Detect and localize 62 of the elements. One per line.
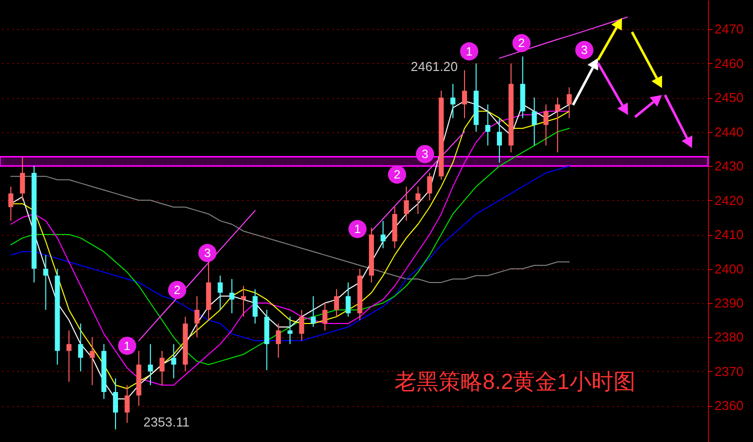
line-series	[370, 131, 466, 232]
candlestick	[252, 288, 258, 324]
candlestick	[229, 278, 234, 314]
y-tick-label: 2440	[714, 124, 744, 140]
y-tick-label: 2390	[714, 296, 744, 310]
candlestick	[160, 350, 165, 386]
annotation: 1	[124, 338, 131, 353]
candlestick	[427, 172, 432, 201]
candlestick	[148, 344, 153, 386]
text: 老黑策略8.2黄金1小时图	[394, 369, 636, 394]
candlestick	[462, 70, 468, 119]
candlestick	[194, 296, 200, 338]
annotation: 2461.20	[410, 59, 458, 74]
candlestick	[450, 83, 456, 119]
annotation: 2	[518, 36, 526, 50]
candlestick	[78, 323, 84, 372]
candlestick	[555, 97, 560, 153]
annotation: 3	[580, 42, 588, 57]
candlestick	[20, 156, 25, 201]
annotation: 3	[422, 147, 429, 162]
annotation: 2353.11	[143, 414, 190, 430]
candlestick	[299, 309, 304, 342]
candlestick	[113, 378, 118, 430]
candlestick	[496, 118, 502, 164]
y-tick-label: 2410	[714, 227, 744, 242]
line-series	[138, 210, 256, 342]
annotation: 1	[466, 44, 473, 58]
y-tick-label: 2430	[714, 158, 744, 174]
candlestick	[90, 336, 95, 386]
candlestick	[485, 104, 490, 146]
y-tick-label: 2370	[714, 364, 744, 379]
annotation: 1	[354, 222, 362, 236]
candlestick	[566, 86, 572, 119]
y-tick-label: 2470	[714, 22, 744, 37]
y-tick-label: 2420	[714, 192, 744, 208]
candlestick	[415, 186, 420, 214]
candlestick	[310, 296, 316, 328]
candlestick	[543, 104, 548, 146]
y-tick-label: 2400	[714, 261, 744, 276]
annotation: 2	[174, 282, 181, 297]
candlestick	[218, 275, 223, 310]
candlestick	[404, 186, 409, 222]
candlestick	[171, 344, 176, 379]
y-tick-label: 2360	[714, 398, 744, 414]
candlestick	[8, 186, 14, 222]
candlestick	[346, 282, 351, 318]
annotation: 3	[204, 246, 212, 260]
y-tick-label: 2380	[714, 330, 744, 345]
candlestick	[66, 330, 72, 382]
y-tick-label: 2460	[714, 56, 744, 71]
candlestick	[322, 302, 328, 331]
y-tick-label: 2450	[714, 90, 744, 106]
candlestick	[240, 285, 246, 318]
candlestick	[334, 288, 340, 318]
candlestick	[532, 97, 537, 146]
candlestick	[276, 323, 281, 358]
annotation: 2	[394, 168, 401, 182]
candlestick	[288, 316, 293, 345]
candlestick	[43, 254, 48, 310]
line-series	[498, 16, 628, 59]
candlestick	[124, 384, 130, 424]
candlestick	[380, 220, 386, 249]
